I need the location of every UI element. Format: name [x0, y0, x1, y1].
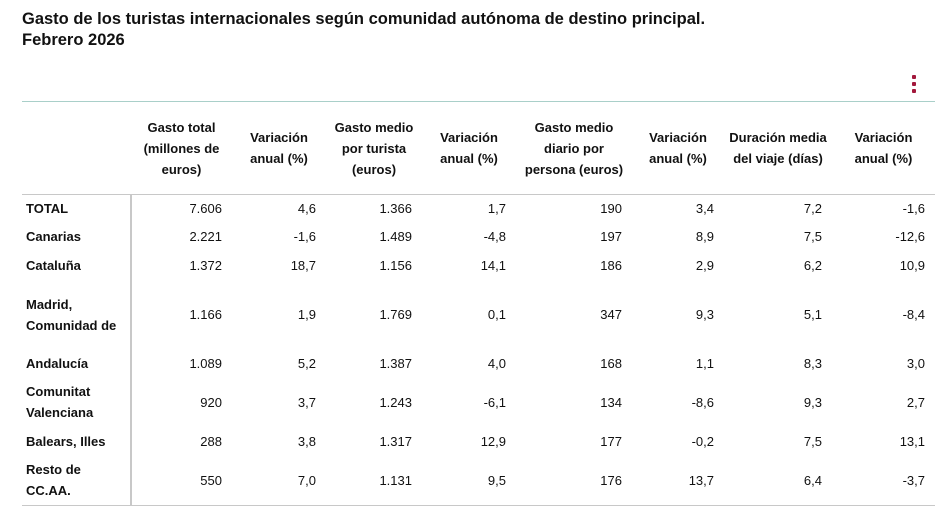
table-cell: 1.243: [379, 394, 412, 410]
table-cell: 550: [131, 455, 232, 506]
table-cell: 190: [600, 201, 622, 217]
title-line-2: Febrero 2026: [22, 31, 125, 49]
table-cell: 186: [600, 257, 622, 273]
table-cell: 134: [600, 394, 622, 410]
table-cell: 168: [600, 356, 622, 371]
column-header: Variación anual (%): [422, 101, 516, 195]
table-cell: 1,7: [487, 201, 506, 217]
table-cell: 6,4: [724, 455, 832, 506]
row-label: Balears, Illes: [22, 426, 132, 456]
table-cell: 4,0: [487, 356, 506, 371]
table-cell: 2,7: [906, 394, 925, 410]
table-cell: 7,5: [803, 229, 822, 244]
table-cell: 197: [600, 229, 622, 244]
column-header: Gasto medio por turista (euros): [326, 101, 422, 195]
column-header: Gasto total (millones de euros): [131, 101, 232, 195]
table-cell: 1.317: [379, 433, 412, 449]
column-header: Variación anual (%): [832, 101, 935, 195]
table-cell: 9,3: [803, 394, 822, 410]
table-cell: 8,9: [695, 229, 714, 244]
data-table: Gasto total (millones de euros) Variación…: [22, 101, 935, 506]
table-cell: 288: [200, 433, 222, 449]
table-cell: 8,3: [803, 356, 822, 371]
table-cell: 1.089: [189, 356, 222, 371]
table-cell: -12,6: [895, 229, 925, 244]
row-label: Canarias: [22, 222, 132, 251]
row-label: Comunitat Valenciana: [22, 377, 132, 427]
table-cell: 1.166: [189, 307, 222, 322]
table-row: Cataluña 1.372 18,7 1.156 14,1 186 2,9 6,2 10,9: [22, 250, 935, 280]
table-cell: 2,9: [695, 257, 714, 273]
table-cell: -6,1: [483, 394, 506, 410]
row-label: Resto de CC.AA.: [22, 455, 132, 506]
table-cell: 3,7: [297, 394, 316, 410]
table-row: Madrid, Comunidad de 1.166 1,9 1.769 0,1 347 9…: [22, 279, 935, 350]
table-cell: -1,6: [902, 201, 925, 217]
table-cell: 1.131: [326, 455, 422, 506]
row-label: Andalucía: [22, 349, 132, 378]
table-cell: 1.156: [379, 257, 412, 273]
table-row: TOTAL 7.606 4,6 1.366 1,7 190 3,4 7,2 -1,6: [22, 194, 935, 223]
column-header: Variación anual (%): [632, 101, 724, 195]
row-label: Madrid, Comunidad de: [22, 279, 132, 350]
table-cell: 10,9: [899, 257, 925, 273]
table-cell: -8,6: [691, 394, 714, 410]
table-cell: 18,7: [290, 257, 316, 273]
table-cell: -8,4: [902, 307, 925, 322]
table-cell: 1,1: [695, 356, 714, 371]
table-cell: 13,1: [899, 433, 925, 449]
table-cell: 14,1: [480, 257, 506, 273]
table-cell: 1.366: [379, 201, 412, 217]
table-cell: 7,5: [803, 433, 822, 449]
table-cell: 9,3: [695, 307, 714, 322]
table-header-row: Gasto total (millones de euros) Variación…: [22, 101, 935, 195]
table-cell: 7,0: [232, 455, 326, 506]
table-cell: 7.606: [189, 201, 222, 217]
table-cell: 6,2: [803, 257, 822, 273]
kebab-menu-icon[interactable]: [910, 75, 918, 93]
table-cell: -4,8: [483, 229, 506, 244]
table-cell: 4,6: [297, 201, 316, 217]
table-cell: 2.221: [189, 229, 222, 244]
table-cell: 5,1: [803, 307, 822, 322]
table-cell: 7,2: [803, 201, 822, 217]
column-header: Duración media del viaje (días): [724, 101, 832, 195]
table-cell: 3,4: [695, 201, 714, 217]
title-line-1: Gasto de los turistas internacionales se…: [22, 10, 706, 28]
table-cell: 1.372: [189, 257, 222, 273]
table-cell: -0,2: [691, 433, 714, 449]
row-label: TOTAL: [22, 194, 132, 223]
table-cell: -3,7: [832, 455, 935, 506]
column-header: [22, 101, 131, 195]
table-cell: 5,2: [297, 356, 316, 371]
table-cell: 1.489: [379, 229, 412, 244]
table-cell: 1.387: [379, 356, 412, 371]
table-cell: 12,9: [480, 433, 506, 449]
row-label: Cataluña: [22, 250, 132, 280]
table-cell: 177: [600, 433, 622, 449]
table-cell: 920: [200, 394, 222, 410]
table-cell: 1.769: [379, 307, 412, 322]
table-cell: 1,9: [297, 307, 316, 322]
column-header: Gasto medio diario por persona (euros): [516, 101, 632, 195]
table-row: Balears, Illes 288 3,8 1.317 12,9 177 -0,2 7,5 1…: [22, 426, 935, 456]
page-title: Gasto de los turistas internacionales se…: [22, 9, 705, 51]
table-cell: 9,5: [422, 455, 516, 506]
table-cell: 3,8: [297, 433, 316, 449]
table-row: Comunitat Valenciana 920 3,7 1.243 -6,1 134 -8…: [22, 377, 935, 427]
table-cell: 13,7: [632, 455, 724, 506]
table-cell: 347: [600, 307, 622, 322]
table-cell: 0,1: [487, 307, 506, 322]
table-cell: 3,0: [906, 356, 925, 371]
table-row: Resto de CC.AA. 550 7,0 1.131 9,5 176 13,7 6,4-…: [22, 455, 935, 506]
table-cell: 176: [516, 455, 632, 506]
table-row: Andalucía 1.089 5,2 1.387 4,0 168 1,1 8,3 3,0: [22, 349, 935, 378]
column-header: Variación anual (%): [232, 101, 326, 195]
table-cell: -1,6: [293, 229, 316, 244]
table-row: Canarias 2.221 -1,6 1.489 -4,8 197 8,9 7,5 -12,6: [22, 222, 935, 251]
